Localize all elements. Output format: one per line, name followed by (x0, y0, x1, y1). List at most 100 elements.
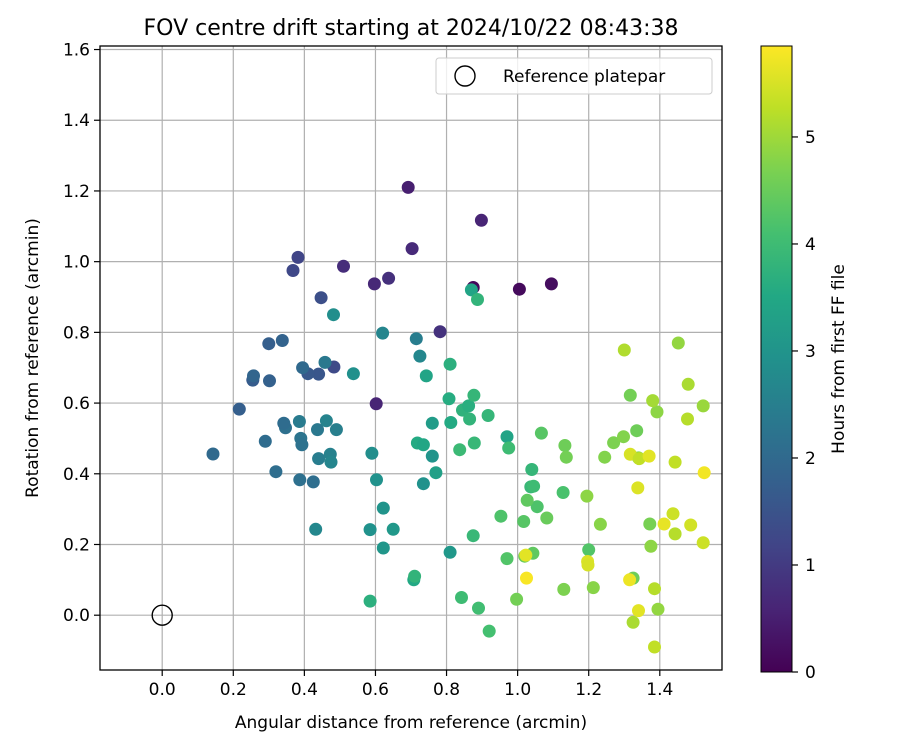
data-point (453, 443, 467, 457)
y-tick-label: 0.4 (63, 465, 90, 485)
data-point (482, 624, 496, 638)
data-point (258, 434, 272, 448)
data-points (206, 180, 711, 654)
colorbar-tick-label: 3 (805, 342, 816, 362)
data-point (232, 402, 246, 416)
data-point (291, 250, 305, 264)
data-point (617, 343, 631, 357)
data-point (312, 452, 326, 466)
data-point (534, 426, 548, 440)
y-tick-label: 1.4 (63, 111, 90, 131)
y-tick-label: 0.6 (63, 394, 90, 414)
data-point (519, 548, 533, 562)
data-point (696, 399, 710, 413)
data-point (500, 552, 514, 566)
data-point (520, 493, 534, 507)
data-point (464, 283, 478, 297)
legend-marker-reference (454, 65, 476, 87)
data-point (540, 511, 554, 525)
data-point (598, 450, 612, 464)
data-point (646, 394, 660, 408)
data-point (425, 449, 439, 463)
y-tick-label: 0.8 (63, 323, 90, 343)
data-point (367, 277, 381, 291)
data-point (582, 543, 596, 557)
x-tick-label: 0.4 (291, 680, 318, 700)
colorbar-tick-label: 1 (805, 556, 816, 576)
data-point (247, 369, 260, 383)
data-point (681, 377, 695, 391)
data-point (296, 361, 310, 375)
data-point (416, 438, 430, 452)
data-point (471, 293, 484, 306)
data-point (510, 592, 524, 606)
colorbar-gradient (760, 45, 793, 673)
data-point (632, 452, 646, 466)
data-point (363, 594, 377, 608)
data-point (530, 500, 544, 514)
data-point (697, 466, 711, 480)
data-point (382, 271, 396, 285)
data-point (580, 489, 594, 503)
data-point (376, 541, 390, 555)
data-point (312, 367, 326, 381)
data-point (557, 582, 571, 596)
data-point (502, 441, 516, 455)
data-point (467, 436, 481, 450)
data-point (481, 409, 495, 422)
y-axis-label: Rotation from reference (arcmin) (23, 218, 43, 498)
data-point (581, 558, 595, 572)
data-point (262, 337, 276, 351)
data-point (644, 539, 658, 553)
legend: Reference platepar (435, 57, 713, 95)
data-point (329, 423, 343, 437)
data-point (314, 291, 328, 305)
data-point (657, 517, 671, 531)
data-point (413, 349, 427, 363)
data-point (327, 308, 340, 322)
data-point (467, 388, 481, 402)
colorbar-tick-label: 2 (805, 449, 816, 469)
colorbar-tick-label: 5 (805, 128, 816, 148)
data-point (386, 522, 400, 536)
data-point (556, 486, 570, 499)
data-point (494, 509, 508, 523)
data-point (376, 501, 390, 515)
data-point (429, 466, 443, 480)
x-tick-label: 0.6 (362, 680, 389, 700)
data-point (681, 412, 694, 426)
data-point (425, 416, 439, 430)
data-point (369, 397, 383, 411)
data-point (558, 439, 572, 452)
data-point (642, 449, 656, 463)
data-point (292, 415, 306, 428)
data-point (472, 601, 485, 615)
data-point (617, 430, 630, 444)
colorbar-label: Hours from first FF file (829, 264, 849, 454)
data-point (370, 473, 383, 487)
data-point (651, 602, 665, 616)
x-tick-label: 1.2 (575, 680, 602, 700)
data-point (544, 277, 558, 291)
data-point (337, 259, 350, 273)
data-point (630, 424, 644, 438)
data-point (293, 473, 307, 487)
colorbar-ticks: 0 1 2 3 4 5 (792, 128, 816, 683)
data-point (263, 374, 276, 388)
data-point (668, 455, 682, 469)
data-point (318, 355, 332, 369)
data-point (455, 591, 468, 604)
data-point (586, 581, 600, 595)
x-tick-label: 0.2 (220, 680, 247, 700)
data-point (286, 264, 300, 277)
data-point (363, 523, 377, 537)
data-point (593, 517, 607, 531)
data-point (365, 446, 379, 460)
x-tick-label: 0.8 (433, 680, 460, 700)
data-point (631, 481, 645, 495)
data-point (463, 412, 477, 426)
data-point (416, 477, 430, 491)
data-point (520, 571, 533, 585)
data-point (626, 615, 640, 629)
data-point (517, 515, 531, 528)
